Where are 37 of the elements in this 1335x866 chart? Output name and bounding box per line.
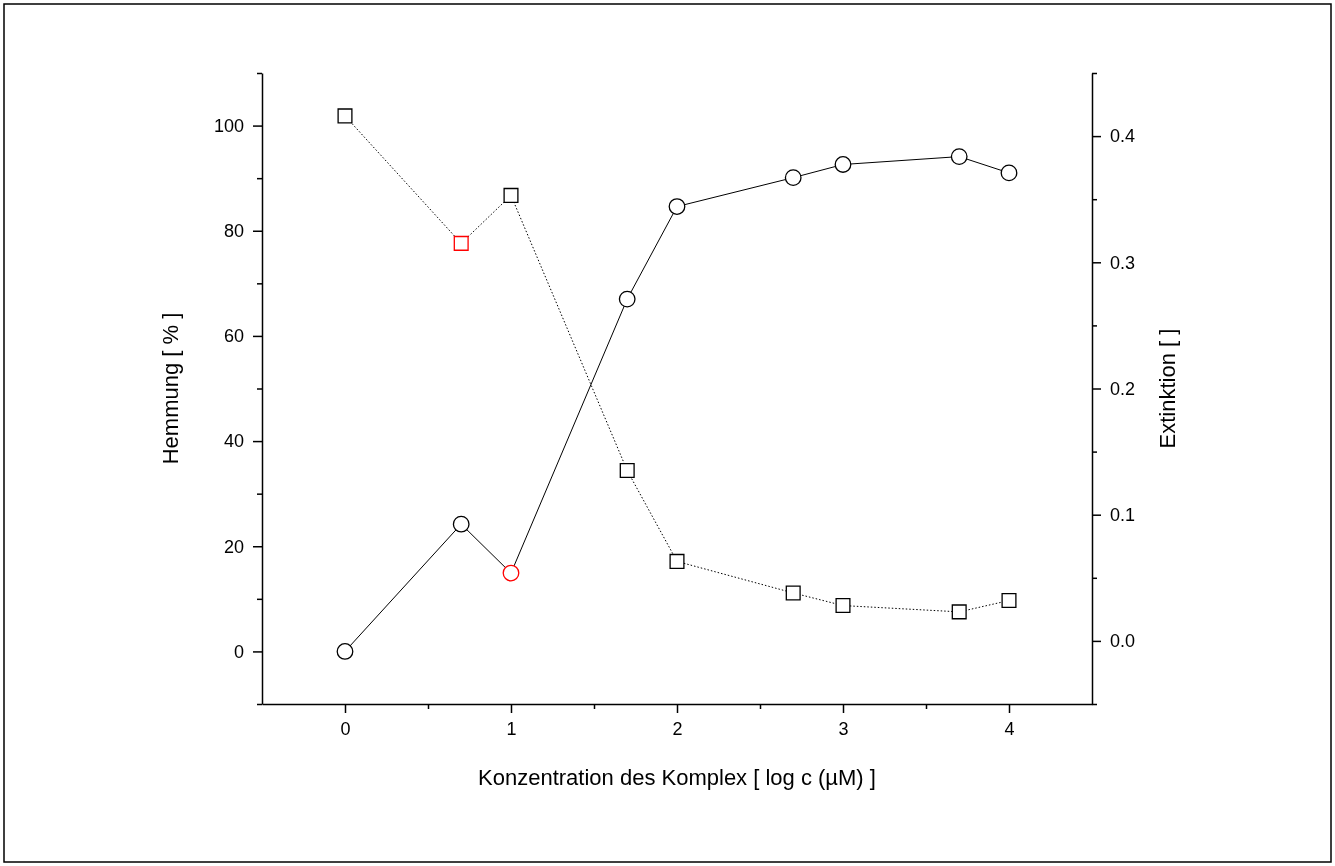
x-axis-title: Konzentration des Komplex [ log c (µM) ] (478, 765, 876, 790)
y-axis-title: Hemmung [ % ] (158, 312, 183, 465)
point (1001, 592, 1017, 609)
point (785, 585, 801, 601)
y-tick-label: 0 (233, 641, 244, 662)
point (668, 198, 686, 215)
y-tick-label: 20 (223, 536, 244, 557)
point (619, 462, 635, 479)
y2-tick-label: 0.3 (1110, 252, 1136, 273)
y-tick-label: 40 (223, 431, 244, 452)
y-tick-label: 100 (213, 115, 244, 136)
point (618, 290, 636, 308)
y2-tick-label: 0.4 (1110, 126, 1136, 147)
point (1000, 164, 1018, 182)
x-tick-label: 2 (672, 718, 683, 739)
y-tick-label: 80 (223, 221, 244, 242)
point (452, 515, 470, 533)
point (453, 235, 469, 251)
point (669, 553, 685, 569)
y2-axis-title: Extinktion [ ] (1155, 328, 1180, 449)
x-tick-label: 1 (506, 718, 517, 739)
point (336, 643, 354, 660)
y2-tick-label: 0.2 (1110, 378, 1136, 399)
point (835, 598, 851, 614)
x-tick-label: 4 (1004, 718, 1015, 739)
y-tick-label: 60 (223, 326, 244, 347)
y2-tick-label: 0.0 (1110, 631, 1136, 652)
y2-tick-label: 0.1 (1110, 504, 1136, 525)
point (950, 148, 968, 166)
x-tick-label: 0 (340, 718, 351, 739)
point (784, 169, 802, 187)
point (502, 564, 520, 582)
x-tick-label: 3 (838, 718, 849, 739)
point (834, 156, 852, 173)
point (337, 108, 353, 124)
point (951, 604, 967, 620)
point (503, 187, 519, 203)
